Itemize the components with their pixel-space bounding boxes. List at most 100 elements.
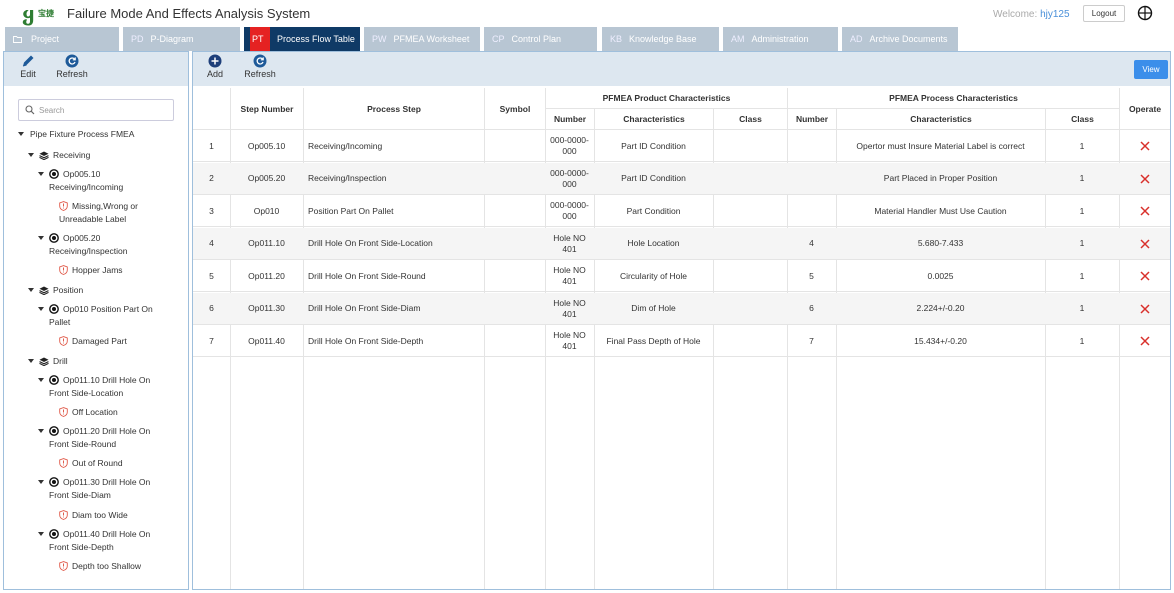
tab-project[interactable]: Project [5, 27, 119, 51]
refresh-label: Refresh [244, 69, 276, 79]
expand-caret[interactable] [38, 307, 44, 311]
tab-pfmea-worksheet[interactable]: PW PFMEA Worksheet [364, 27, 480, 51]
header-process-class[interactable]: Class [1046, 109, 1120, 130]
app-title: Failure Mode And Effects Analysis System [67, 6, 311, 21]
expand-caret[interactable] [28, 359, 34, 363]
tree-root[interactable]: Pipe Fixture Process FMEA [4, 128, 188, 141]
expand-caret[interactable] [38, 378, 44, 382]
refresh-icon [253, 54, 267, 68]
view-button[interactable]: View [1134, 60, 1168, 79]
header-process-char[interactable]: Characteristics [837, 109, 1046, 130]
tree-operation[interactable]: Op011.30 Drill Hole On Front Side-Diam [4, 476, 188, 502]
cell-prod-class [713, 130, 787, 162]
tab-label: Archive Documents [869, 34, 948, 44]
cell-prod-number: Hole NO 401 [553, 297, 586, 319]
cell-proc-number [787, 163, 836, 195]
shield-alert-icon [59, 201, 68, 215]
expand-caret[interactable] [28, 153, 34, 157]
header-process-step[interactable]: Process Step [304, 88, 485, 130]
tab-archive-documents[interactable]: AD Archive Documents [842, 27, 958, 51]
delete-icon[interactable] [1140, 173, 1150, 184]
tab-process-flow-table[interactable]: PT Process Flow Table [244, 27, 360, 51]
tree-operation[interactable]: Op011.10 Drill Hole On Front Side-Locati… [4, 374, 188, 400]
delete-icon[interactable] [1140, 238, 1150, 249]
table-row[interactable]: 3 Op010 Position Part On Pallet 000-0000-00… [193, 195, 1170, 227]
expand-caret[interactable] [38, 236, 44, 240]
add-button[interactable]: Add [205, 54, 225, 79]
tab-knowledge-base[interactable]: KB Knowledge Base [602, 27, 719, 51]
shield-alert-icon [59, 265, 68, 279]
column-divider [303, 88, 304, 589]
delete-icon[interactable] [1140, 336, 1150, 346]
delete-icon[interactable] [1140, 141, 1150, 151]
table-toolbar: Add Refresh View [193, 52, 1170, 86]
target-icon [49, 529, 59, 543]
header-symbol[interactable]: Symbol [485, 88, 546, 130]
tree-failure-mode[interactable]: Damaged Part [4, 335, 188, 348]
table-row[interactable]: 5 Op011.20 Drill Hole On Front Side-Round H… [193, 260, 1170, 292]
cell-proc-class: 1 [1079, 303, 1085, 313]
header-operate: Operate [1120, 88, 1170, 130]
target-icon [49, 233, 59, 247]
expand-caret[interactable] [38, 480, 44, 484]
table-refresh-button[interactable]: Refresh [244, 54, 276, 79]
header-process-number[interactable]: Number [788, 109, 837, 130]
tree-group[interactable]: Receiving [4, 149, 188, 162]
delete-icon[interactable] [1140, 303, 1150, 314]
cell-prod-char: Hole Location [627, 238, 680, 248]
expand-caret[interactable] [18, 132, 24, 136]
search-input[interactable] [39, 103, 169, 117]
edit-button[interactable]: Edit [18, 54, 38, 79]
tree-failure-label: Damaged Part [72, 336, 127, 346]
table-row[interactable]: 1 Op005.10 Receiving/Incoming 000-0000-000 P… [193, 130, 1170, 162]
cell-step: Op005.20 [247, 173, 286, 183]
tree-operation[interactable]: Op011.40 Drill Hole On Front Side-Depth [4, 528, 188, 554]
logout-button[interactable]: Logout [1083, 5, 1125, 22]
tree-failure-mode[interactable]: Missing,Wrong or Unreadable Label [4, 200, 188, 226]
tree-group[interactable]: Position [4, 284, 188, 297]
header-product-number[interactable]: Number [546, 109, 595, 130]
tree-failure-mode[interactable]: Hopper Jams [4, 264, 188, 277]
table-row[interactable]: 2 Op005.20 Receiving/Inspection 000-0000-00… [193, 162, 1170, 195]
tree-operation[interactable]: Op010 Position Part On Pallet [4, 303, 188, 329]
cell-prod-class [713, 293, 787, 325]
pencil-icon [22, 55, 34, 67]
column-divider [713, 88, 714, 589]
expand-caret[interactable] [38, 429, 44, 433]
tree-operation[interactable]: Op011.20 Drill Hole On Front Side-Round [4, 425, 188, 451]
tree-operation-label: Op011.20 Drill Hole On Front Side-Round [49, 426, 151, 449]
cell-step: Op011.30 [248, 303, 285, 313]
tree-refresh-button[interactable]: Refresh [56, 54, 88, 79]
cell-symbol [484, 293, 545, 325]
table-row[interactable]: 4 Op011.10 Drill Hole On Front Side-Locati… [193, 227, 1170, 260]
tab-control-plan[interactable]: CP Control Plan [484, 27, 597, 51]
username[interactable]: hjy125 [1040, 9, 1070, 20]
cell-proc-char: Material Handler Must Use Caution [874, 205, 1007, 216]
table-row[interactable]: 6 Op011.30 Drill Hole On Front Side-Diam Ho… [193, 292, 1170, 325]
refresh-icon [65, 54, 79, 68]
tab-administration[interactable]: AM Administration [723, 27, 838, 51]
table-row[interactable]: 7 Op011.40 Drill Hole On Front Side-Depth H… [193, 325, 1170, 357]
cell-step: Op011.20 [248, 270, 285, 281]
expand-caret[interactable] [28, 288, 34, 292]
tree-operation[interactable]: Op005.20 Receiving/Inspection [4, 232, 188, 258]
tree-failure-label: Off Location [72, 407, 118, 417]
tree-failure-mode[interactable]: Depth too Shallow [4, 560, 188, 573]
tree-failure-mode[interactable]: Out of Round [4, 457, 188, 470]
header-step-number[interactable]: Step Number [231, 88, 304, 130]
globe-icon[interactable] [1137, 5, 1153, 21]
delete-icon[interactable] [1140, 206, 1150, 216]
header-product-class[interactable]: Class [714, 109, 788, 130]
tab-p-diagram[interactable]: PD P-Diagram [123, 27, 240, 51]
tree-failure-mode[interactable]: Diam too Wide [4, 509, 188, 522]
header-product-char[interactable]: Characteristics [595, 109, 714, 130]
expand-caret[interactable] [38, 172, 44, 176]
tree-failure-mode[interactable]: Off Location [4, 406, 188, 419]
cell-proc-number: 5 [809, 270, 814, 281]
tree-operation[interactable]: Op005.10 Receiving/Incoming [4, 168, 188, 194]
expand-caret[interactable] [38, 532, 44, 536]
folder-icon [13, 36, 22, 43]
shield-alert-icon [59, 510, 68, 524]
tree-group[interactable]: Drill [4, 355, 188, 368]
delete-icon[interactable] [1140, 271, 1150, 281]
